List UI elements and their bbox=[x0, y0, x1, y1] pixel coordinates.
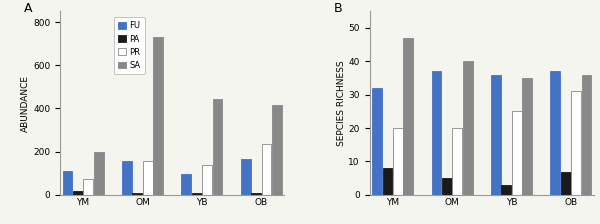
Bar bbox=[272, 105, 282, 195]
Bar bbox=[550, 71, 560, 195]
Bar bbox=[491, 75, 501, 195]
Bar bbox=[512, 111, 521, 195]
Y-axis label: ABUNDANCE: ABUNDANCE bbox=[21, 75, 30, 131]
Bar bbox=[502, 185, 511, 195]
Bar bbox=[212, 99, 223, 195]
Bar bbox=[181, 174, 191, 195]
Bar bbox=[463, 61, 473, 195]
Bar bbox=[452, 128, 462, 195]
Bar bbox=[202, 165, 212, 195]
Bar bbox=[133, 193, 142, 195]
Legend: FU, PA, PR, SA: FU, PA, PR, SA bbox=[113, 17, 145, 74]
Bar bbox=[153, 37, 163, 195]
Bar bbox=[262, 144, 271, 195]
Bar bbox=[62, 171, 73, 195]
Bar bbox=[442, 178, 452, 195]
Y-axis label: SEPCIES RICHNESS: SEPCIES RICHNESS bbox=[337, 60, 346, 146]
Bar bbox=[581, 75, 592, 195]
Bar bbox=[241, 159, 251, 195]
Bar bbox=[251, 193, 261, 195]
Bar bbox=[372, 88, 382, 195]
Bar bbox=[393, 128, 403, 195]
Text: B: B bbox=[334, 2, 343, 15]
Bar bbox=[522, 78, 532, 195]
Bar bbox=[192, 193, 202, 195]
Bar bbox=[561, 172, 571, 195]
Text: A: A bbox=[24, 2, 32, 15]
Bar bbox=[122, 161, 132, 195]
Bar bbox=[383, 168, 392, 195]
Bar bbox=[94, 152, 104, 195]
Bar bbox=[431, 71, 442, 195]
Bar bbox=[143, 161, 152, 195]
Bar bbox=[403, 38, 413, 195]
Bar bbox=[83, 179, 93, 195]
Bar bbox=[73, 191, 83, 195]
Bar bbox=[571, 91, 581, 195]
